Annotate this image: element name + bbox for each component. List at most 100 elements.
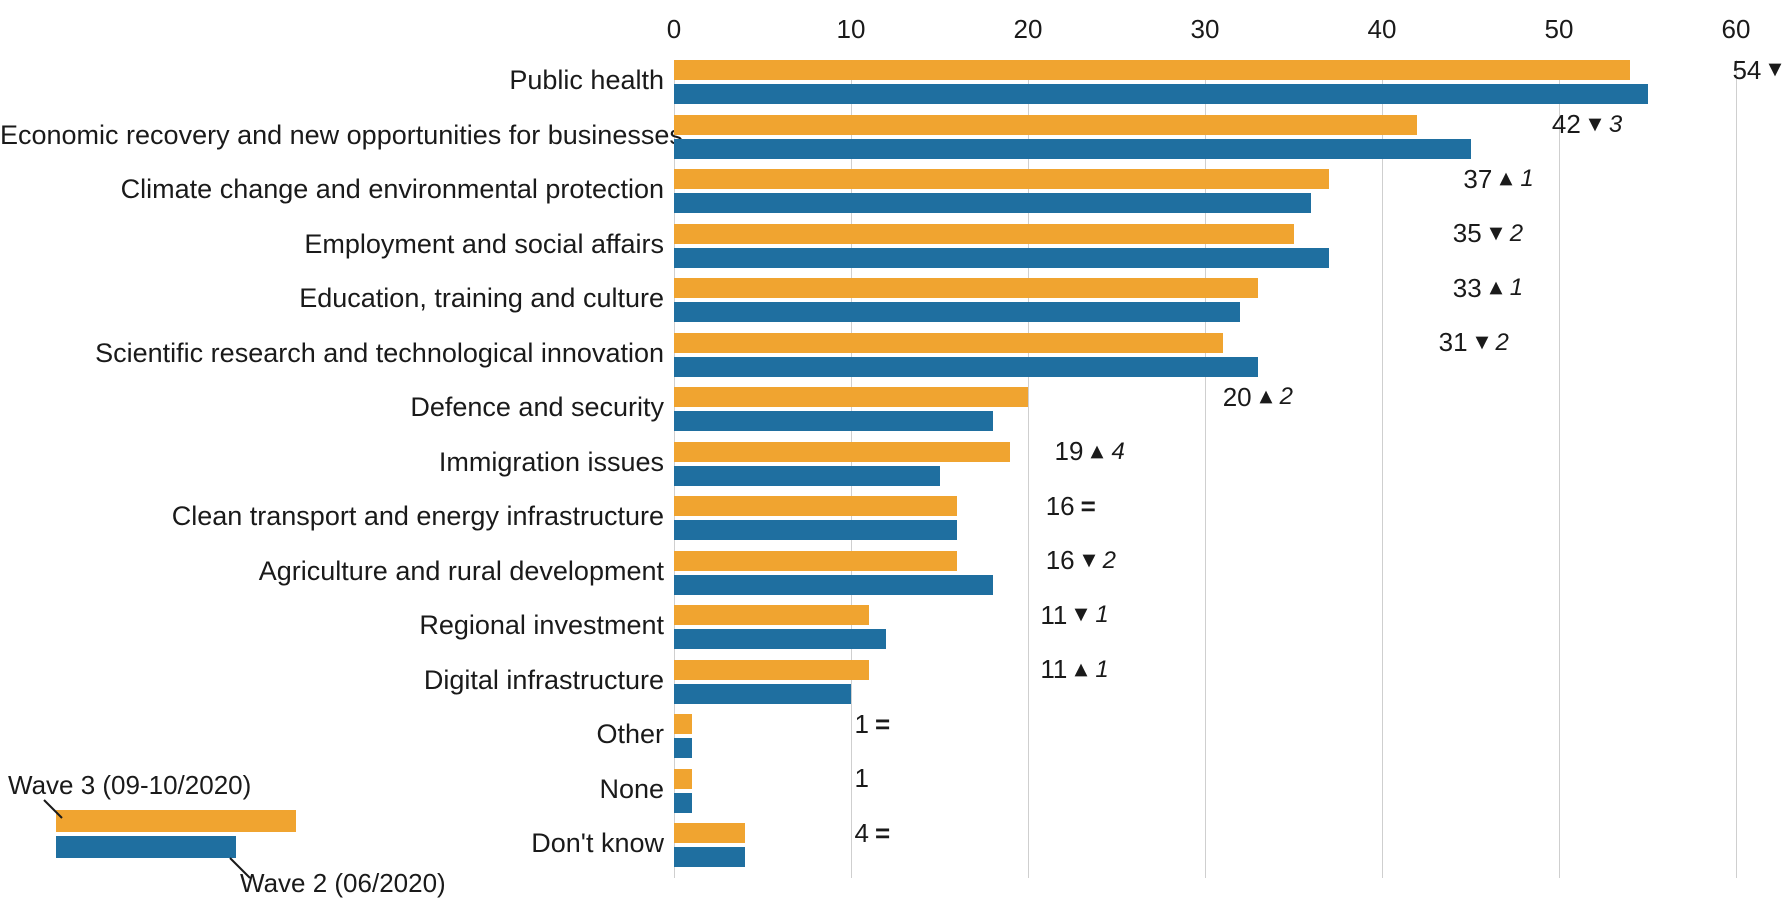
value-annotation: 16= <box>1046 491 1096 522</box>
bar-wave3 <box>674 169 1329 189</box>
category-label: Digital infrastructure <box>0 665 664 696</box>
bar-wave3 <box>674 387 1028 407</box>
bar-wave3 <box>674 660 869 680</box>
value-annotation: 202 <box>1223 382 1293 413</box>
value-number: 11 <box>1040 654 1067 685</box>
category-label: Employment and social affairs <box>0 229 664 260</box>
category-label: Other <box>0 719 664 750</box>
category-label: Clean transport and energy infrastructur… <box>0 501 664 532</box>
bar-wave3 <box>674 224 1294 244</box>
value-number: 19 <box>1055 436 1084 467</box>
arrow-down-icon <box>1488 226 1504 242</box>
bar-wave2 <box>674 466 940 486</box>
bar-wave3 <box>674 442 1010 462</box>
bar-wave3 <box>674 60 1630 80</box>
category-label: Agriculture and rural development <box>0 556 664 587</box>
bar-wave2 <box>674 411 993 431</box>
bar-wave2 <box>674 575 993 595</box>
x-axis-tick: 50 <box>1545 14 1574 45</box>
grid-line <box>1736 60 1737 878</box>
value-number: 1 <box>855 763 869 794</box>
value-number: 1 <box>855 709 869 740</box>
x-axis-tick: 20 <box>1014 14 1043 45</box>
legend-label-wave2: Wave 2 (06/2020) <box>240 868 446 899</box>
bar-wave3 <box>674 605 869 625</box>
value-annotation: 19 4 <box>1055 436 1125 467</box>
category-label: Defence and security <box>0 392 664 423</box>
arrow-up-icon <box>1498 171 1514 187</box>
bar-wave2 <box>674 302 1240 322</box>
arrow-down-icon <box>1474 335 1490 351</box>
bar-wave2 <box>674 193 1311 213</box>
legend-label-wave3: Wave 3 (09-10/2020) <box>8 770 251 801</box>
equals-icon: = <box>1081 493 1096 519</box>
value-annotation: 1 <box>855 763 869 794</box>
value-number: 33 <box>1453 273 1482 304</box>
x-axis-tick: 0 <box>667 14 681 45</box>
delta-value: 2 <box>1103 547 1116 575</box>
bar-wave3 <box>674 333 1223 353</box>
chart-container: 0102030405060Public health541Economic re… <box>0 0 1790 920</box>
value-annotation: 111 <box>1040 654 1108 685</box>
category-label: Economic recovery and new opportunities … <box>0 120 664 151</box>
legend-swatch-wave3 <box>56 810 296 832</box>
bar-wave3 <box>674 823 745 843</box>
bar-wave2 <box>674 84 1648 104</box>
value-number: 54 <box>1732 55 1761 86</box>
value-number: 4 <box>855 818 869 849</box>
bar-wave3 <box>674 496 957 516</box>
value-annotation: 111 <box>1040 600 1108 631</box>
delta-value: 4 <box>1111 438 1124 466</box>
x-axis-tick: 40 <box>1368 14 1397 45</box>
delta-value: 2 <box>1510 220 1523 248</box>
delta-value: 1 <box>1095 601 1108 629</box>
bar-wave3 <box>674 551 957 571</box>
value-annotation: 33 1 <box>1453 273 1523 304</box>
bar-wave3 <box>674 278 1258 298</box>
category-label: Scientific research and technological in… <box>0 338 664 369</box>
value-annotation: 31 2 <box>1439 327 1509 358</box>
bar-wave2 <box>674 357 1258 377</box>
category-label: Immigration issues <box>0 447 664 478</box>
bar-wave2 <box>674 520 957 540</box>
x-axis-tick: 30 <box>1191 14 1220 45</box>
value-number: 16 <box>1046 491 1075 522</box>
value-annotation: 371 <box>1463 164 1533 195</box>
delta-value: 2 <box>1280 383 1293 411</box>
arrow-down-icon <box>1587 117 1603 133</box>
legend-leader-wave3 <box>43 799 63 819</box>
value-number: 42 <box>1552 109 1581 140</box>
bar-wave3 <box>674 115 1417 135</box>
delta-value: 3 <box>1609 111 1622 139</box>
arrow-up-icon <box>1258 389 1274 405</box>
equals-icon: = <box>875 711 890 737</box>
grid-line <box>1382 60 1383 878</box>
delta-value: 2 <box>1496 329 1509 357</box>
bar-wave2 <box>674 684 851 704</box>
grid-line <box>1559 60 1560 878</box>
legend-leader-wave2 <box>229 857 251 879</box>
category-label: Public health <box>0 65 664 96</box>
bar-wave2 <box>674 847 745 867</box>
value-number: 16 <box>1046 545 1075 576</box>
value-annotation: 16 2 <box>1046 545 1116 576</box>
delta-value: 1 <box>1510 274 1523 302</box>
value-annotation: 42 3 <box>1552 109 1622 140</box>
arrow-up-icon <box>1488 280 1504 296</box>
value-number: 11 <box>1040 600 1067 631</box>
bar-wave2 <box>674 629 886 649</box>
value-annotation: 1= <box>855 709 891 740</box>
value-annotation: 352 <box>1453 218 1523 249</box>
category-label: Education, training and culture <box>0 283 664 314</box>
value-annotation: 4= <box>855 818 891 849</box>
bar-wave3 <box>674 769 692 789</box>
bar-wave3 <box>674 714 692 734</box>
value-number: 31 <box>1439 327 1468 358</box>
delta-value: 1 <box>1095 656 1108 684</box>
delta-value: 1 <box>1520 165 1533 193</box>
value-annotation: 541 <box>1732 55 1790 86</box>
category-label: Climate change and environmental protect… <box>0 174 664 205</box>
legend-swatch-wave2 <box>56 836 236 858</box>
bar-wave2 <box>674 139 1471 159</box>
bar-wave2 <box>674 248 1329 268</box>
